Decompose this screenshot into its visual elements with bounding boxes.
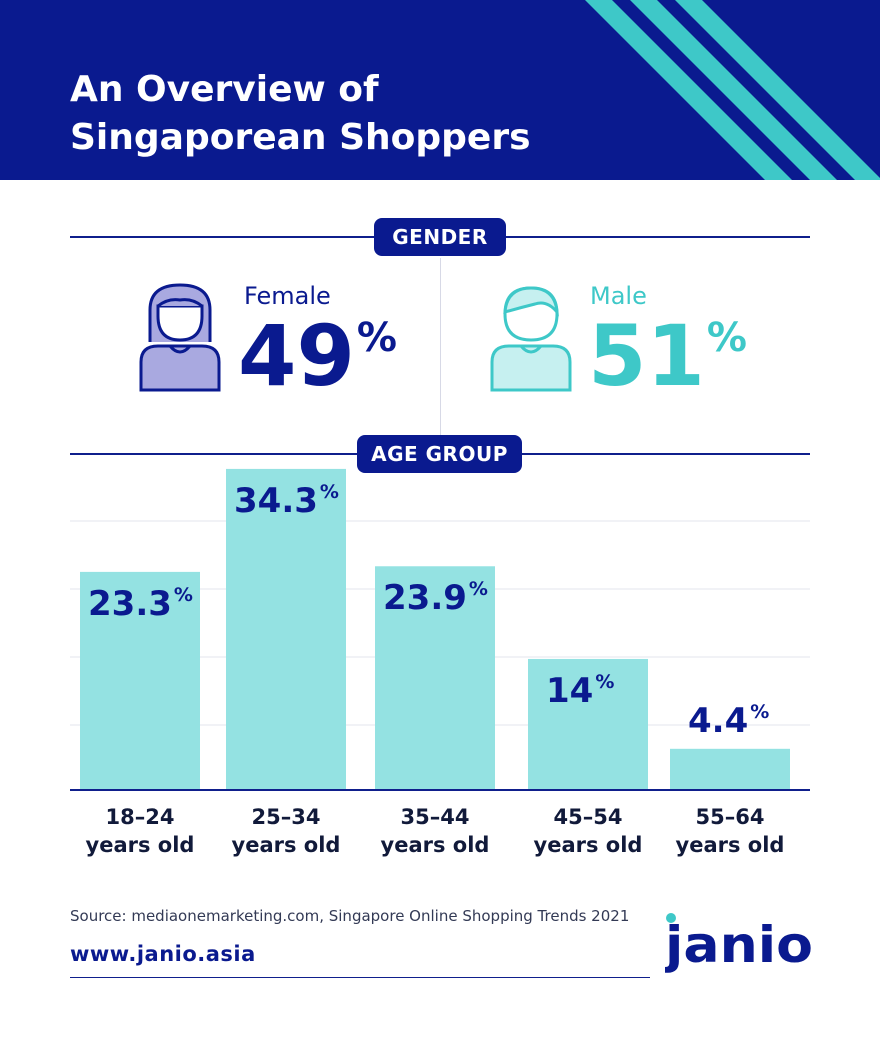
age-suffix: years old [380,833,490,857]
decorative-stripes [585,0,880,180]
bar-value-label-4: 14% [546,671,614,711]
age-bar-chart [70,468,810,791]
bar-1 [80,571,200,790]
url-underline [70,977,650,978]
bar-value-label-1: 23.3% [88,584,193,624]
bar-value-unit: % [173,583,193,606]
gender-heading: GENDER [374,218,506,256]
x-tick-label-2: 25–34 years old [211,803,361,859]
website-link[interactable]: www.janio.asia [70,942,256,966]
source-text: Source: mediaonemarketing.com, Singapore… [70,907,630,925]
bar-value-unit: % [595,670,615,693]
x-tick-label-5: 55–64 years old [655,803,805,859]
age-range: 35–44 [400,805,470,829]
bar-value-label-2: 34.3% [234,481,339,521]
bar-value-number: 14 [546,670,594,711]
janio-logo: janio [665,913,813,974]
janio-logo-text: janio [665,916,813,974]
page-title: An Overview of Singaporean Shoppers [70,66,630,162]
bar-value-number: 23.3 [88,583,172,624]
male-person-icon [490,286,572,392]
age-suffix: years old [85,833,195,857]
logo-dot [666,913,676,923]
bar-4 [528,658,648,790]
female-person-icon [139,283,221,392]
age-range: 45–54 [553,805,623,829]
x-tick-label-3: 35–44 years old [360,803,510,859]
bar-value-number: 4.4 [688,700,749,741]
age-heading: AGE GROUP [357,435,522,473]
male-value: 51 [588,307,705,405]
title-line-2: Singaporean Shoppers [70,117,531,158]
bar-value-label-3: 23.9% [383,578,488,618]
male-label: Male [590,282,647,310]
female-label: Female [244,282,331,310]
age-range: 18–24 [105,805,175,829]
x-tick-label-4: 45–54 years old [513,803,663,859]
age-range: 55–64 [695,805,765,829]
bar-value-label-5: 4.4% [688,701,769,741]
age-suffix: years old [231,833,341,857]
female-value: 49 [238,307,355,405]
age-suffix: years old [533,833,643,857]
male-unit: % [706,315,747,361]
male-percentage: 51% [588,314,747,398]
gender-divider [440,258,441,438]
title-line-1: An Overview of [70,69,379,110]
bar-value-unit: % [319,480,339,503]
bar-3 [375,566,495,790]
age-range: 25–34 [251,805,321,829]
female-percentage: 49% [238,314,397,398]
x-tick-label-1: 18–24 years old [65,803,215,859]
female-unit: % [356,315,397,361]
bar-2 [226,468,346,790]
bar-value-unit: % [468,578,488,601]
bar-value-unit: % [750,700,770,723]
bar-value-number: 23.9 [383,578,467,619]
bar-value-number: 34.3 [234,480,318,521]
header-banner: An Overview of Singaporean Shoppers [0,0,880,180]
bar-5 [670,748,790,790]
age-suffix: years old [675,833,785,857]
